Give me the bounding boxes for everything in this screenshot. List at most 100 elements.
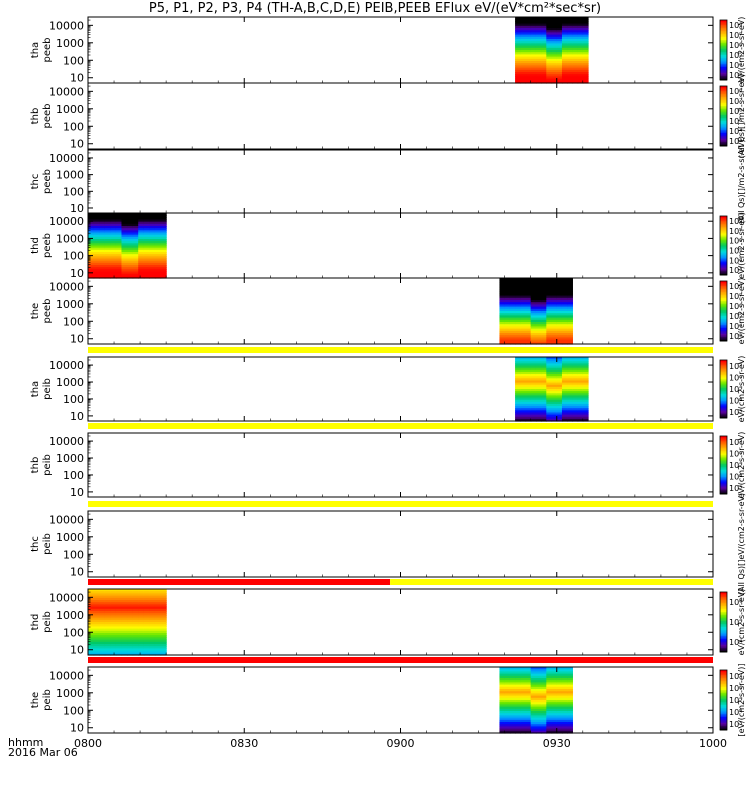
spectrogram-cell	[561, 315, 568, 319]
spectrogram-cell	[567, 386, 573, 390]
spectrogram-cell	[525, 286, 532, 290]
spectrogram-cell	[115, 221, 123, 225]
spectrogram-cell	[127, 265, 134, 268]
colorbar-frame	[719, 435, 728, 495]
colorbar-segment	[720, 384, 727, 387]
colorbar-segment	[720, 282, 727, 285]
spectrogram-cell	[154, 617, 162, 621]
spectrogram-cell	[132, 646, 139, 649]
colorbar-tick-label: 10⁴	[729, 638, 742, 647]
spectrogram-cell	[541, 713, 547, 716]
spectrogram-cell	[561, 416, 568, 420]
spectrogram-cell	[546, 25, 553, 29]
colorbar-segment	[720, 249, 727, 252]
y-tick-label: 10	[70, 72, 84, 85]
y-tick-label: 100	[63, 704, 84, 717]
spectrogram-cell	[525, 376, 532, 379]
spectrogram-cell	[93, 613, 100, 616]
spectrogram-cell	[121, 245, 128, 249]
spectrogram-cell	[121, 254, 128, 257]
spectrogram-cell	[515, 41, 521, 44]
spectrogram-cell	[520, 357, 527, 360]
spectrogram-cell	[143, 269, 150, 273]
spectrogram-cell	[99, 223, 106, 227]
spectrogram-cell	[551, 408, 558, 411]
spectrogram-cell	[138, 637, 145, 641]
spectrogram-cell	[515, 680, 521, 683]
spectrogram-cell	[499, 330, 506, 334]
spectrogram-cell	[504, 291, 511, 294]
spectrogram-cell	[561, 724, 568, 727]
spectrogram-cell	[143, 215, 150, 218]
spectrogram-cell	[567, 30, 573, 33]
spectrogram-cell	[525, 391, 532, 394]
spectrogram-cell	[530, 23, 537, 27]
spectrogram-cell	[504, 704, 511, 708]
spectrogram-cell	[530, 315, 537, 319]
spectrogram-cell	[551, 369, 558, 373]
spectrogram-cell	[509, 308, 516, 312]
spectrogram-cell	[525, 335, 532, 338]
spectrogram-cell	[138, 633, 145, 636]
spectrogram-cell	[154, 265, 162, 268]
spectrogram-cell	[499, 684, 506, 688]
spectrogram-cell	[567, 704, 573, 708]
colorbar-segment	[720, 232, 727, 235]
spectrogram-cell	[567, 47, 573, 51]
spectrogram-cell	[556, 702, 563, 705]
spectrogram-cell	[582, 39, 589, 42]
colorbar-segment	[720, 74, 727, 76]
spectrogram-cell	[93, 245, 100, 249]
colorbar-segment	[720, 51, 727, 54]
spectrogram-cell	[556, 30, 563, 33]
spectrogram-cell	[525, 319, 532, 323]
spectrogram-cell	[115, 265, 123, 268]
spectrogram-cell	[138, 245, 145, 249]
spectrogram-cell	[541, 80, 547, 84]
spectrogram-cell	[515, 28, 521, 31]
spectrogram-cell	[138, 644, 145, 647]
spectrogram-cell	[115, 228, 123, 231]
spectrogram-cell	[535, 19, 542, 22]
spectrogram-cell	[561, 280, 568, 283]
spectrogram-cell	[556, 374, 563, 377]
spectrogram-cell	[556, 74, 563, 77]
colorbar-segment	[720, 241, 727, 244]
spectrogram-cell	[104, 604, 111, 608]
spectrogram-cell	[541, 54, 547, 58]
spectrogram-cell	[160, 644, 167, 647]
spectrogram-cell	[530, 337, 537, 341]
spectrogram-cell	[546, 391, 553, 394]
colorbar-segment	[720, 111, 727, 114]
spectrogram-cell	[520, 41, 527, 44]
colorbar-segment	[720, 290, 727, 292]
spectrogram-cell	[561, 367, 568, 371]
colorbar-segment	[720, 374, 727, 377]
spectrogram-cell	[110, 262, 117, 266]
spectrogram-cell	[515, 330, 521, 334]
colorbar-segment	[720, 456, 727, 459]
spectrogram-cell	[104, 265, 111, 268]
spectrogram-cell	[499, 682, 506, 686]
spectrogram-cell	[561, 32, 568, 36]
spectrogram-cell	[541, 391, 547, 394]
spectrogram-cell	[546, 380, 553, 384]
colorbar-segment	[720, 21, 727, 24]
spectrogram-cell	[567, 311, 573, 314]
spectrogram-cell	[561, 706, 568, 710]
colorbar-segment	[720, 41, 727, 43]
spectrogram-cell	[143, 644, 150, 647]
spectrogram-cell	[561, 41, 568, 44]
spectrogram-cell	[504, 315, 511, 319]
spectrogram-cell	[546, 56, 553, 60]
colorbar-segment	[720, 646, 727, 648]
spectrogram-cell	[535, 308, 542, 312]
spectrogram-cell	[121, 652, 128, 656]
spectrogram-cell	[541, 335, 547, 338]
spectrogram-cell	[93, 254, 100, 257]
colorbar-segment	[720, 623, 727, 626]
spectrogram-cell	[556, 54, 563, 58]
spectrogram-cell	[132, 624, 139, 627]
spectrogram-cell	[541, 715, 547, 719]
